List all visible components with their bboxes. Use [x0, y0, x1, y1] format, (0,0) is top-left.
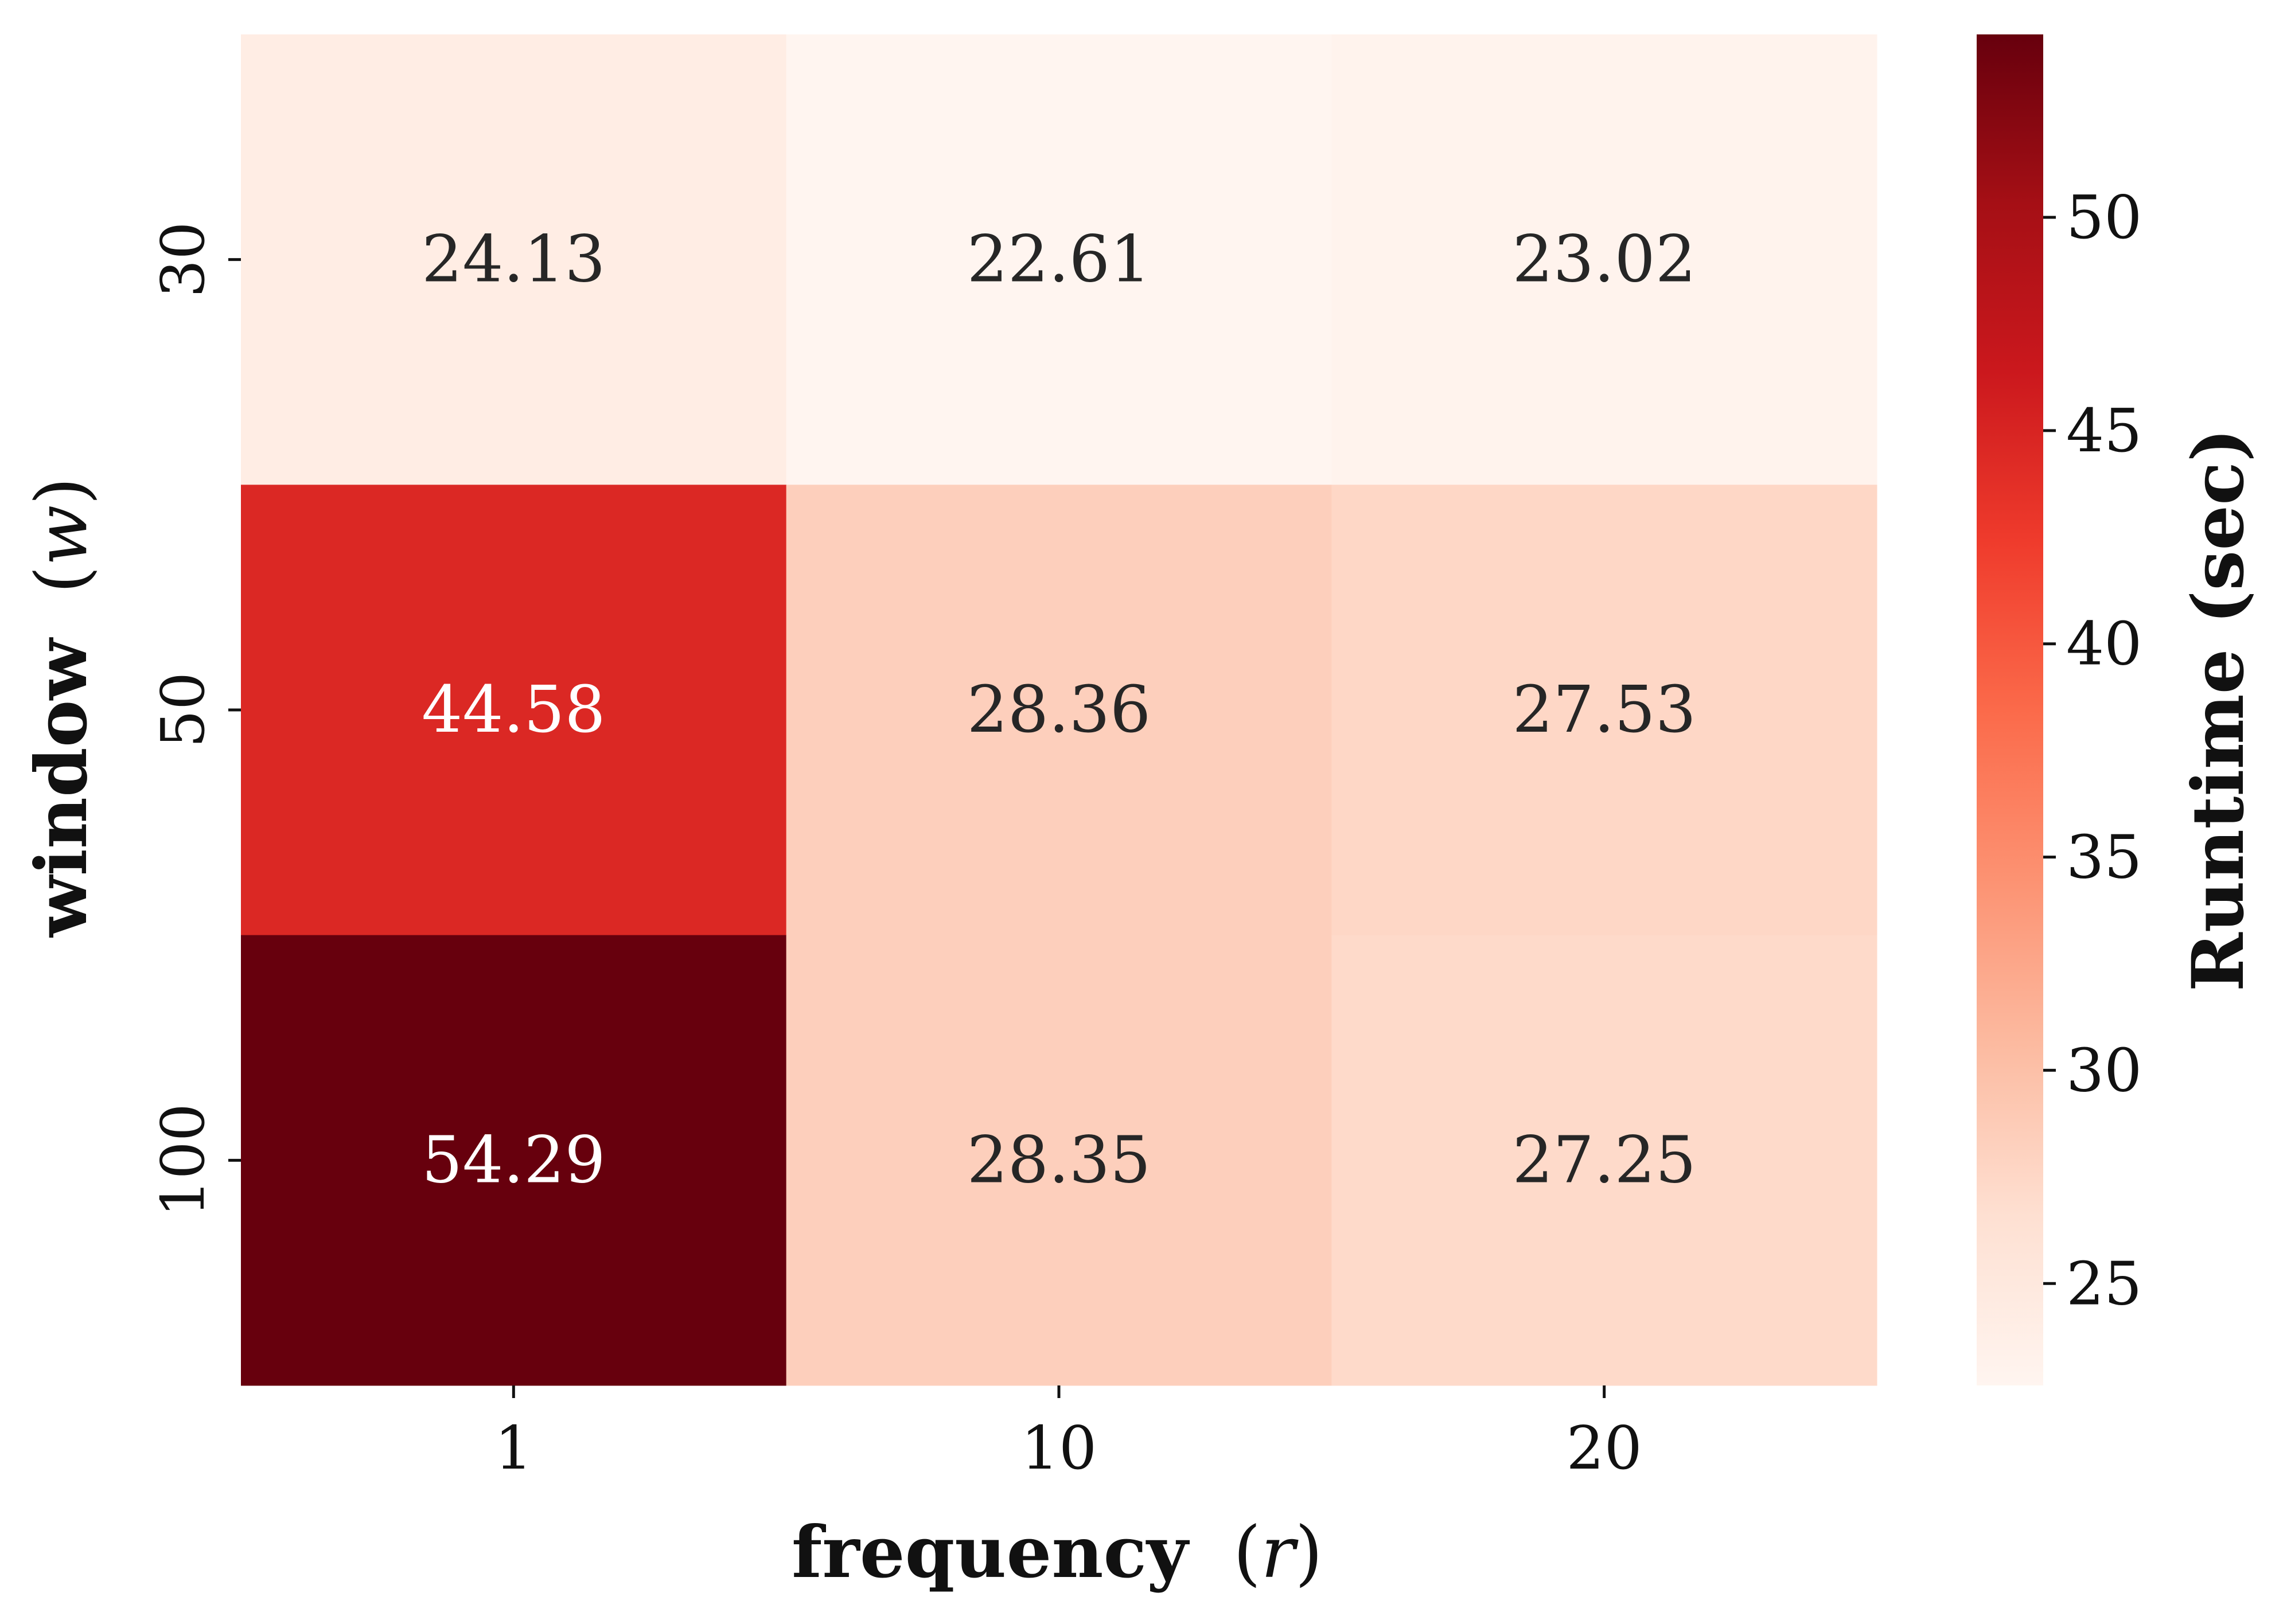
y-tick-label: 50 — [148, 672, 218, 748]
y-axis-label-open-paren: ( — [21, 566, 103, 616]
cell-value-label: 28.35 — [967, 1123, 1151, 1197]
heatmap-cell — [786, 935, 1332, 1386]
y-tick-label: 100 — [148, 1103, 218, 1217]
cell-value-label: 44.58 — [422, 673, 606, 747]
colorbar: 25 30 35 40 45 50 Runtime (sec) — [1977, 34, 2260, 1385]
heatmap-cell — [786, 485, 1332, 936]
x-tick-label: 10 — [1021, 1413, 1097, 1483]
heatmap-cells: 24.13 22.61 23.02 44.58 28.36 27.53 54.29 28.35… — [241, 34, 1877, 1386]
x-axis-label-symbol: r — [1261, 1512, 1299, 1594]
heatmap-cell — [1331, 485, 1877, 936]
heatmap-cell — [241, 485, 787, 936]
y-axis: 30 50 100 — [148, 221, 241, 1217]
x-axis-label-word: frequency — [792, 1511, 1190, 1594]
cell-value-label: 23.02 — [1512, 222, 1696, 297]
y-axis-label-word: window — [20, 637, 103, 938]
colorbar-ticks: 25 30 35 40 45 50 — [2043, 182, 2142, 1318]
heatmap-cell — [1331, 34, 1877, 485]
cell-value-label: 27.25 — [1512, 1123, 1696, 1197]
x-axis: 1 10 20 — [494, 1385, 1642, 1483]
heatmap-cell — [786, 34, 1332, 485]
x-tick-label: 1 — [494, 1413, 532, 1483]
y-axis-label-symbol: w — [21, 505, 103, 565]
colorbar-tick-label: 40 — [2066, 609, 2142, 679]
x-axis-label-close-paren: ) — [1295, 1512, 1323, 1594]
y-axis-label-close-paren: ) — [21, 477, 103, 505]
heatmap-cell — [241, 34, 787, 485]
heatmap-cell — [1331, 935, 1877, 1386]
y-axis-label: window (w) — [20, 477, 103, 938]
colorbar-tick-label: 30 — [2066, 1035, 2142, 1105]
colorbar-tick-label: 25 — [2066, 1248, 2142, 1318]
y-tick-label: 30 — [148, 221, 218, 297]
x-axis-label-open-paren: ( — [1210, 1512, 1261, 1594]
colorbar-tick-label: 45 — [2066, 396, 2142, 466]
cell-value-label: 22.61 — [967, 222, 1151, 297]
colorbar-gradient — [1977, 34, 2043, 1385]
x-axis-label: frequency (r) — [792, 1511, 1323, 1594]
heatmap-cell — [241, 935, 787, 1386]
colorbar-label: Runtime (sec) — [2177, 428, 2260, 992]
x-tick-label: 20 — [1566, 1413, 1642, 1483]
cell-value-label: 27.53 — [1512, 673, 1696, 747]
colorbar-tick-label: 50 — [2066, 182, 2142, 252]
colorbar-tick-label: 35 — [2066, 822, 2142, 892]
cell-value-label: 54.29 — [422, 1123, 606, 1197]
cell-value-label: 28.36 — [967, 673, 1151, 747]
cell-value-label: 24.13 — [422, 222, 606, 297]
